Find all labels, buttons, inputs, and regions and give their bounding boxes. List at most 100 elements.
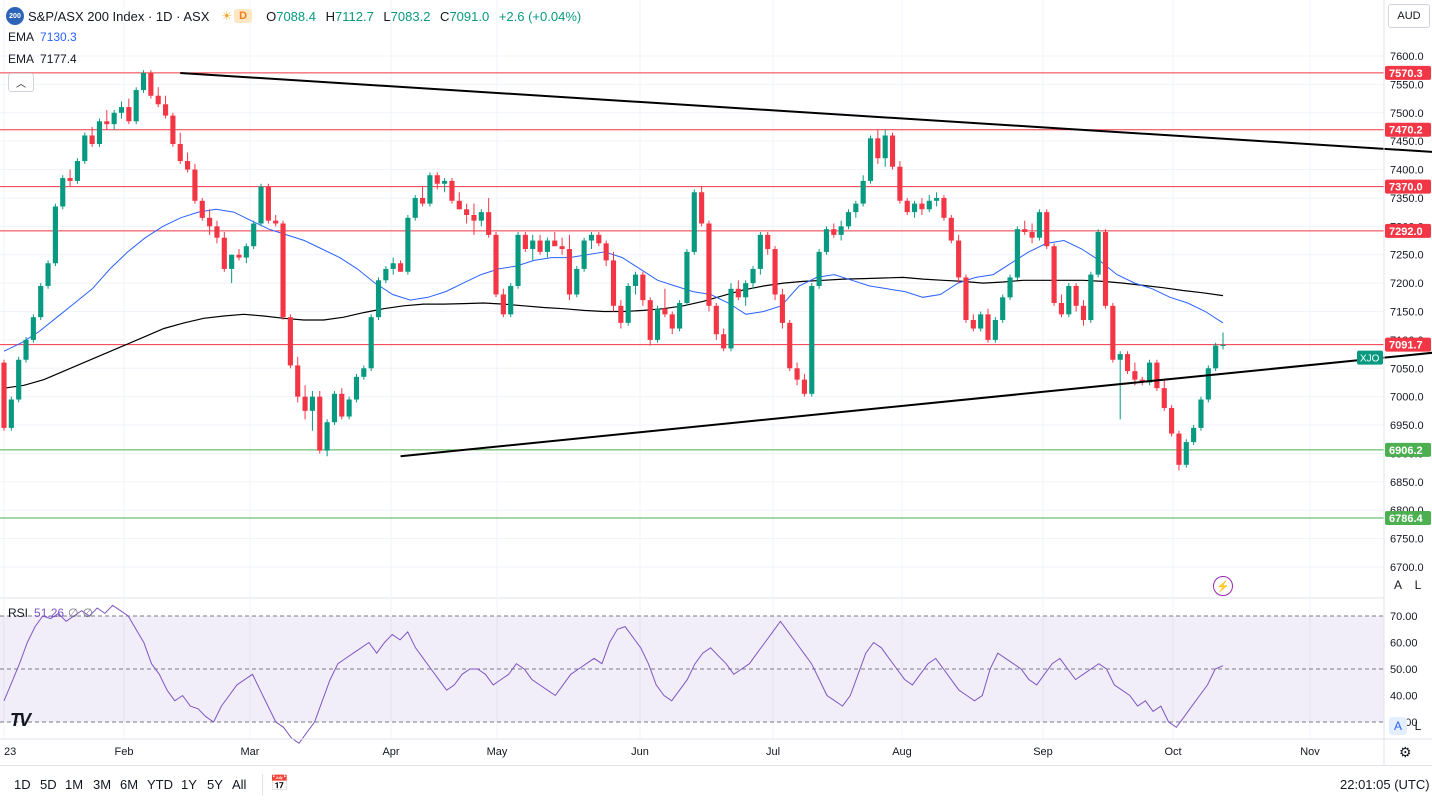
level-tag-bg <box>1385 510 1431 525</box>
timeframe-1d[interactable]: 1D <box>14 777 31 792</box>
symbol-title[interactable]: S&P/ASX 200 Index · 1D · ASX <box>28 8 210 24</box>
candle-body <box>111 112 117 125</box>
candle-body <box>353 376 360 400</box>
candle-body <box>214 226 220 238</box>
symbol-legend[interactable]: 200 S&P/ASX 200 Index · 1D · ASX ☀ D O70… <box>6 6 587 26</box>
candle-body <box>603 243 609 261</box>
candle-body <box>1036 212 1042 238</box>
level-tag-7470.2: 7470.2 <box>1389 125 1423 137</box>
candle-body <box>16 359 22 400</box>
candle-body <box>985 314 991 340</box>
chart-canvas[interactable]: 7600.07550.07500.07450.07400.07350.07300… <box>0 0 1432 765</box>
candle-body <box>118 107 125 113</box>
date-range-icon[interactable]: 📅 <box>270 775 289 792</box>
price-axis[interactable]: 7600.07550.07500.07450.07400.07350.07300… <box>1357 0 1431 765</box>
lightning-icon[interactable]: ⚡ <box>1213 576 1233 596</box>
candle-body <box>669 314 675 329</box>
timeframe-all[interactable]: All <box>232 777 247 792</box>
candle-body <box>743 283 749 298</box>
candle-body <box>192 169 198 201</box>
candle-body <box>1205 368 1211 400</box>
candle-body <box>133 90 139 122</box>
candle-body <box>779 294 785 323</box>
candle-body <box>1058 302 1065 315</box>
timeframe-5d[interactable]: 5D <box>40 777 57 792</box>
candle-body <box>713 305 719 335</box>
rsi-tick-label: 40.00 <box>1390 691 1418 703</box>
candle-body <box>486 212 492 235</box>
candle-body <box>1014 229 1020 278</box>
candle-body <box>721 334 727 349</box>
time-axis[interactable]: 23 Feb Mar Apr May Jun Jul Aug Sep Oct Nov <box>0 738 1432 758</box>
candle-body <box>912 203 918 213</box>
timeframe-5y[interactable]: 5Y <box>207 777 223 792</box>
trendline-1 <box>180 72 1432 153</box>
candle-body <box>875 138 881 159</box>
candle-body <box>618 305 624 323</box>
timeframe-1y[interactable]: 1Y <box>181 777 197 792</box>
rsi-log-scale-button[interactable]: L <box>1414 719 1422 733</box>
clock[interactable]: 22:01:05 (UTC) <box>1340 777 1430 792</box>
symbol-tag: XJO <box>1360 354 1380 365</box>
candle-body <box>1154 362 1160 389</box>
change-value: +2.6 (+0.04%) <box>498 8 582 24</box>
timeframe-6m[interactable]: 6M <box>120 777 139 792</box>
level-tag-bg <box>1385 122 1431 137</box>
candle-body <box>1213 345 1219 369</box>
candle-body <box>992 320 998 340</box>
candle-body <box>963 277 969 321</box>
ema-fast-value: 7130.3 <box>40 30 77 44</box>
candle-body <box>581 240 587 269</box>
candle-body <box>596 234 602 244</box>
candle-body <box>970 320 976 329</box>
candle-body <box>162 104 169 116</box>
candle-body <box>831 229 837 235</box>
timeframe-ytd[interactable]: YTD <box>147 777 173 792</box>
price-tick-label: 7400.0 <box>1390 165 1424 177</box>
candle-body <box>728 288 734 349</box>
candle-body <box>552 240 558 247</box>
time-tick-label: Nov <box>1300 746 1320 758</box>
log-scale-button[interactable]: L <box>1414 578 1422 592</box>
chart-grid <box>0 0 1384 739</box>
price-tick-label: 7050.0 <box>1390 363 1424 375</box>
ema-fast-label: EMA <box>8 30 35 44</box>
currency-button[interactable]: AUD <box>1388 4 1430 28</box>
high-value: 7112.7 <box>335 8 374 24</box>
gear-icon[interactable]: ⚙ <box>1399 744 1412 760</box>
candle-body <box>89 135 95 145</box>
timeframe-3m[interactable]: 3M <box>93 777 112 792</box>
time-tick-label: May <box>487 746 508 758</box>
collapse-legend-button[interactable]: ︿ <box>8 73 34 92</box>
rsi-value: 51.26 <box>34 606 65 620</box>
candle-body <box>919 203 925 210</box>
level-tag-bg <box>1385 179 1431 194</box>
auto-scale-button[interactable]: A <box>1393 578 1402 592</box>
rsi-legend[interactable]: RSI 51.26 ∅ ∅ <box>8 606 93 620</box>
candle-body <box>8 399 14 428</box>
candle-body <box>243 246 249 258</box>
candle-body <box>148 73 154 96</box>
rsi-extra-1: ∅ <box>68 606 79 620</box>
candle-body <box>809 285 815 394</box>
candle-body <box>515 234 521 286</box>
candle-body <box>1124 354 1131 372</box>
candle-body <box>456 200 462 210</box>
ema-fast-legend[interactable]: EMA 7130.3 <box>8 30 77 44</box>
price-tick-label: 7500.0 <box>1390 108 1424 120</box>
rsi-auto-scale-button[interactable]: A <box>1389 717 1407 735</box>
time-tick-label: Jun <box>631 746 649 758</box>
candle-body <box>273 220 279 224</box>
timeframe-1m[interactable]: 1M <box>65 777 84 792</box>
price-tick-label: 7450.0 <box>1390 136 1424 148</box>
candle-body <box>442 180 448 184</box>
candle-body <box>265 186 271 221</box>
market-status-badge[interactable]: D <box>234 9 253 23</box>
candle-body <box>1 362 7 428</box>
ema-slow-legend[interactable]: EMA 7177.4 <box>8 52 77 66</box>
candle-body <box>1117 354 1123 360</box>
open-value: 7088.4 <box>276 8 316 24</box>
candle-body <box>383 268 389 281</box>
level-tag-bg <box>1385 442 1431 457</box>
candle-body <box>30 317 36 340</box>
